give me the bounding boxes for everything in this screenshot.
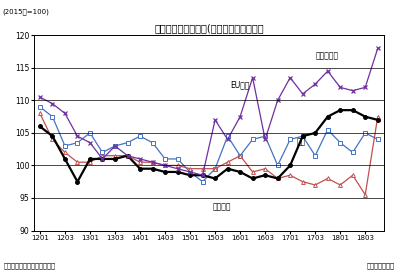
Text: 米国向け: 米国向け — [213, 203, 231, 212]
Text: アジア向け: アジア向け — [315, 51, 338, 60]
Title: 地域別輸出数量指数(季節調整値）の推移: 地域別輸出数量指数(季節調整値）の推移 — [154, 23, 264, 33]
Text: EU向け: EU向け — [230, 81, 250, 89]
Text: (2015年=100): (2015年=100) — [2, 8, 49, 15]
Text: 全体: 全体 — [296, 138, 306, 147]
Text: （年・四半期）: （年・四半期） — [367, 263, 395, 269]
Text: （資料）財務省「貿易統計」: （資料）財務省「貿易統計」 — [4, 263, 56, 269]
